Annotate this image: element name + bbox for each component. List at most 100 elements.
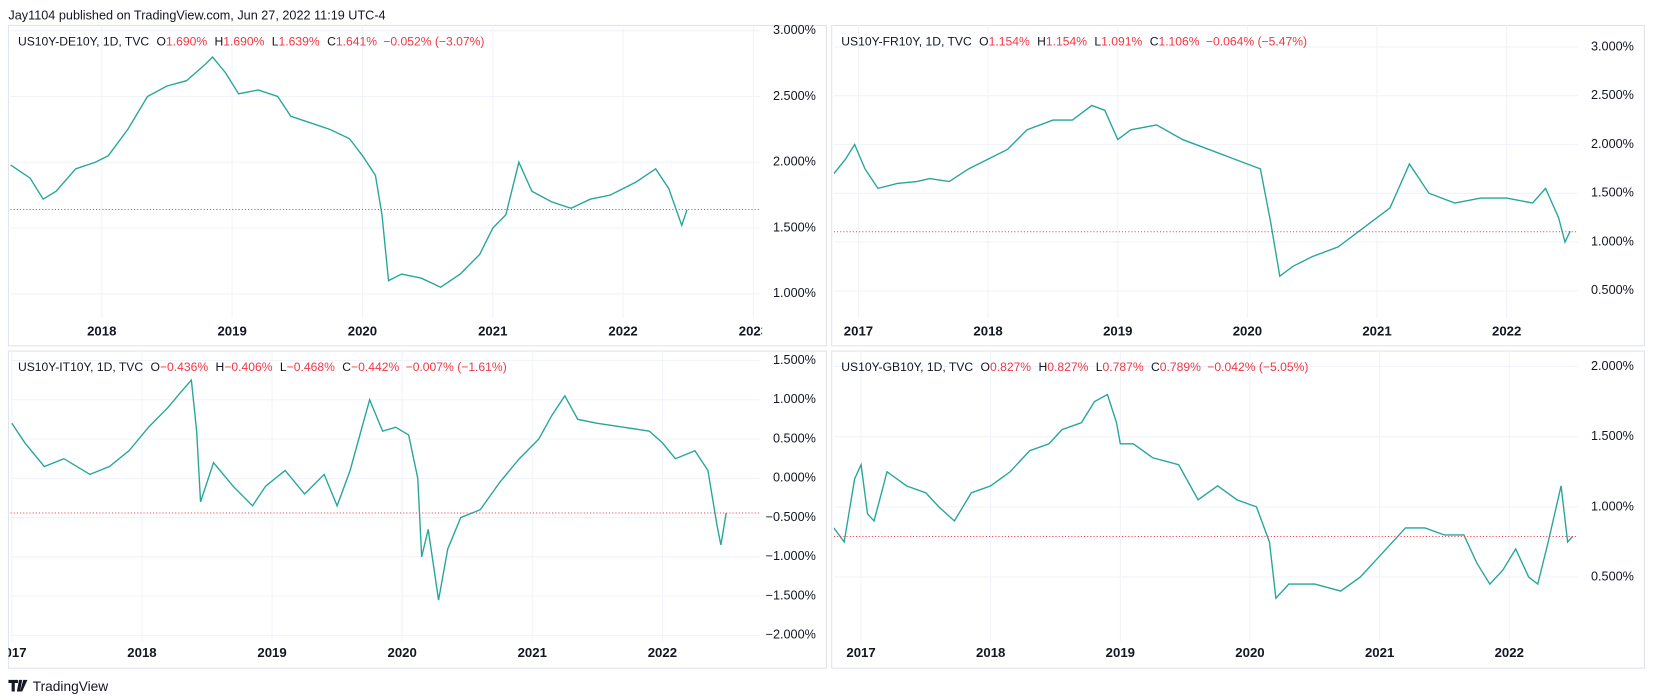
ohlc-label: L [272,35,279,49]
y-tick-label: 2.500% [1591,88,1634,102]
x-tick-label: 2023 [739,323,768,338]
ohlc-label: L [1094,35,1101,49]
x-tick-label: 2018 [87,323,116,338]
time-axis: 2017 2018 2019 2020 2021 2022 [844,323,1522,338]
x-tick-label: 2022 [1492,323,1521,338]
price-line-series [833,104,1571,278]
ohlc-label: H [1038,360,1047,374]
x-tick-label: 2017 [0,645,27,660]
symbol-name: US10Y-IT10Y, 1D, TVC [18,360,143,374]
y-tick-label: 3.000% [1591,39,1634,53]
x-tick-label: 2018 [127,645,156,660]
ohlc-value: 1.690% [166,35,207,49]
ohlc-label: C [342,360,351,374]
x-tick-label: 2019 [217,323,246,338]
ohlc-label: O [981,360,990,374]
y-tick-label: 1.500% [773,220,816,234]
ohlc-value: 0.789% [1160,360,1201,374]
time-axis: 2017 2018 2019 2020 2021 2022 [0,645,677,660]
tradingview-logo [8,679,28,692]
panel-frame [7,24,827,347]
ohlc-value: 1.154% [989,35,1030,49]
symbol-name: US10Y-DE10Y, 1D, TVC [18,35,149,49]
y-tick-label: 2.000% [1591,359,1634,373]
y-tick-label: −0.500% [766,510,816,524]
y-tick-label: 2.000% [1591,137,1634,151]
ohlc-label: C [1151,360,1160,374]
time-axis: 2018 2019 2020 2021 2022 2023 [87,323,768,338]
panel-frame [7,350,827,669]
x-tick-label: 2020 [348,323,377,338]
y-tick-label: 1.000% [1591,234,1634,248]
ohlc-value: 1.690% [223,35,264,49]
x-tick-label: 2022 [608,323,637,338]
ohlc-value: −0.406% [224,360,272,374]
price-change: −0.042% (−5.05%) [1207,360,1308,374]
y-tick-label: 0.500% [1591,283,1634,297]
y-tick-label: 1.000% [773,286,816,300]
x-tick-label: 2018 [973,323,1002,338]
y-tick-label: 1.500% [773,353,816,367]
price-change: −0.064% (−5.47%) [1206,35,1307,49]
symbol-name: US10Y-GB10Y, 1D, TVC [841,360,973,374]
y-tick-label: 1.000% [773,392,816,406]
price-line-series [11,378,727,601]
y-tick-label: 2.500% [773,89,816,103]
price-change: −0.052% (−3.07%) [383,35,484,49]
x-tick-label: 2021 [1362,323,1391,338]
y-tick-label: 2.000% [773,155,816,169]
panel-frame [831,350,1645,669]
ohlc-label: C [1150,35,1159,49]
ohlc-value: 0.787% [1103,360,1144,374]
ohlc-value: 1.091% [1101,35,1142,49]
x-tick-label: 2018 [976,645,1005,660]
footer-brand: TradingView [33,679,109,694]
ohlc-value: 0.827% [1047,360,1088,374]
ohlc-label: L [1096,360,1103,374]
ohlc-label: H [215,35,224,49]
plot-area [833,351,1578,642]
x-tick-label: 2021 [478,323,507,338]
y-tick-label: −1.500% [766,588,816,602]
x-tick-label: 2020 [387,645,416,660]
chart-panel: 2017 2018 2019 2020 2021 2022 0.500% 1.000% 1.50… [831,350,1645,669]
y-tick-label: −2.000% [766,628,816,642]
x-tick-label: 2021 [518,645,547,660]
x-tick-label: 2019 [1106,645,1135,660]
time-axis: 2017 2018 2019 2020 2021 2022 [846,645,1524,660]
x-tick-label: 2021 [1365,645,1394,660]
plot-area [10,25,760,319]
price-line-series [833,393,1574,600]
x-tick-label: 2017 [846,645,875,660]
x-tick-label: 2019 [257,645,286,660]
ohlc-label: H [1037,35,1046,49]
ohlc-label: H [216,360,225,374]
y-tick-label: 1.500% [1591,429,1634,443]
y-tick-label: 0.500% [773,431,816,445]
x-tick-label: 2019 [1103,323,1132,338]
plot-area [10,351,760,642]
chart-panel: 2017 2018 2019 2020 2021 2022 0.500% 1.000% 1.50… [831,24,1645,347]
ohlc-label: O [979,35,988,49]
ohlc-value: −0.436% [160,360,208,374]
y-tick-label: −1.000% [766,549,816,563]
plot-area [833,25,1578,319]
x-tick-label: 2020 [1235,645,1264,660]
y-tick-label: 1.000% [1591,499,1634,513]
symbol-legend: US10Y-DE10Y, 1D, TVC O1.690% H1.690% L1.639… [18,35,485,49]
y-tick-label: 3.000% [773,23,816,37]
ohlc-value: −0.468% [287,360,335,374]
x-tick-label: 2022 [1495,645,1524,660]
ohlc-value: 1.106% [1158,35,1199,49]
price-line-series [10,56,688,288]
ohlc-value: 0.827% [990,360,1031,374]
symbol-name: US10Y-FR10Y, 1D, TVC [841,35,972,49]
ohlc-value: 1.154% [1046,35,1087,49]
y-tick-label: 1.500% [1591,186,1634,200]
panel-frame [831,24,1645,347]
chart-panel: 2017 2018 2019 2020 2021 2022 −2.000% −1.500% −1… [0,350,827,669]
symbol-legend: US10Y-IT10Y, 1D, TVC O−0.436% H−0.406% L−0.… [18,360,507,374]
symbol-legend: US10Y-GB10Y, 1D, TVC O0.827% H0.827% L0.787… [841,360,1308,374]
